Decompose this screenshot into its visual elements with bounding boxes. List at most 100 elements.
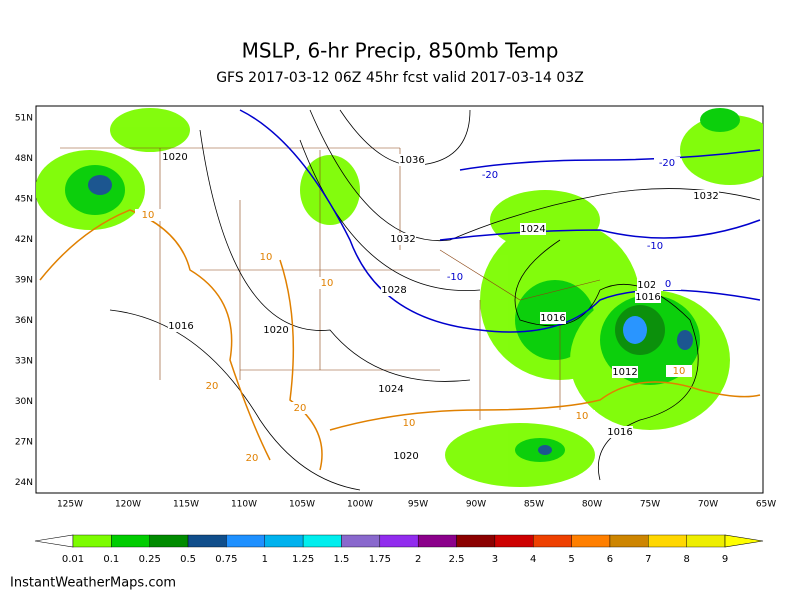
colorbar-label: 8 — [683, 554, 689, 565]
contour-label: -20 — [482, 170, 498, 181]
credit: InstantWeatherMaps.com — [10, 576, 176, 591]
precip — [36, 108, 763, 487]
colorbar-label: 5 — [568, 554, 574, 565]
colorbar-segment — [341, 534, 381, 548]
colorbar-segment — [648, 534, 687, 548]
contour-label: 1028 — [381, 285, 406, 296]
colorbar-segment — [571, 534, 611, 548]
lat-label: 36N — [15, 316, 33, 326]
lon-label: 85W — [524, 500, 544, 510]
contour-label: 1016 — [168, 321, 193, 332]
contour-label: 10 — [673, 366, 686, 377]
lon-label: 125W — [57, 500, 83, 510]
lat-label: 27N — [15, 438, 33, 448]
lon-labels: 125W 120W 115W 110W 105W 100W 95W 90W 85W 80W 75W 7… — [57, 500, 776, 510]
colorbar: 0.01 0.1 0.25 0.5 0.75 1 1.25 1.5 1.75 2 2.5 3 4 5 6 7 8… — [34, 534, 764, 565]
contour-label: 1032 — [693, 191, 718, 202]
contour-label: 20 — [206, 381, 219, 392]
label-bg — [642, 240, 668, 252]
colorbar-end — [34, 534, 74, 548]
contour-label: 10 — [321, 278, 334, 289]
label-bg — [199, 380, 225, 392]
label-bg — [655, 278, 681, 290]
colorbar-segment — [609, 534, 649, 548]
title: MSLP, 6-hr Precip, 850mb Temp — [242, 39, 559, 63]
contour-label: 1012 — [612, 367, 637, 378]
colorbar-segment — [226, 534, 265, 548]
label-bg — [263, 324, 289, 336]
label-bg — [569, 410, 595, 422]
lon-label: 110W — [231, 500, 257, 510]
contour-label: -20 — [659, 158, 675, 169]
contour-label: -10 — [647, 241, 663, 252]
label-bg — [693, 190, 719, 202]
colorbar-segment — [417, 534, 457, 548]
colorbar-label: 6 — [607, 554, 613, 565]
lon-label: 115W — [173, 500, 199, 510]
lat-label: 24N — [15, 478, 33, 488]
contour-label: 1020 — [637, 280, 662, 291]
contour-label: 1020 — [162, 152, 187, 163]
colorbar-label: 7 — [645, 554, 651, 565]
lon-label: 90W — [466, 500, 486, 510]
label-bg — [168, 320, 194, 332]
contour-label: 1024 — [520, 224, 545, 235]
lat-label: 51N — [15, 114, 33, 124]
label-bg — [612, 366, 638, 378]
colorbar-label: 4 — [530, 554, 536, 565]
colorbar-label: 1.5 — [334, 554, 350, 565]
label-bg — [635, 291, 661, 303]
colorbar-label: 0.01 — [62, 554, 84, 565]
colorbar-end — [724, 534, 764, 548]
colorbar-segment — [187, 534, 227, 548]
lon-label: 100W — [347, 500, 373, 510]
label-bg — [253, 251, 279, 263]
contour-label: 1024 — [378, 384, 403, 395]
borders — [60, 147, 601, 420]
lat-label: 48N — [15, 154, 33, 164]
lon-label: 80W — [582, 500, 602, 510]
lat-label: 39N — [15, 276, 33, 286]
colorbar-segment — [111, 534, 150, 548]
contour-label: 10 — [260, 252, 273, 263]
lon-label: 105W — [289, 500, 315, 510]
label-bg — [381, 284, 407, 296]
label-bg — [607, 426, 633, 438]
contour-label: 1020 — [263, 325, 288, 336]
colorbar-label: 1.25 — [292, 554, 314, 565]
colorbar-label: 9 — [722, 554, 728, 565]
label-bg — [520, 223, 546, 235]
lat-label: 45N — [15, 195, 33, 205]
colorbar-segment — [302, 534, 342, 548]
label-bg — [135, 209, 161, 221]
colorbar-segment — [379, 534, 419, 548]
colorbar-segment — [264, 534, 304, 548]
label-bg — [399, 154, 425, 166]
colorbar-segment — [533, 534, 572, 548]
label-bg — [390, 233, 416, 245]
contour-label: 10 — [142, 210, 155, 221]
label-bg — [239, 452, 265, 464]
label-bg — [393, 450, 419, 462]
colorbar-label: 1.75 — [369, 554, 391, 565]
lat-label: 33N — [15, 357, 33, 367]
lon-label: 95W — [408, 500, 428, 510]
lat-label: 42N — [15, 235, 33, 245]
label-bg — [666, 365, 692, 377]
colorbar-label: 3 — [492, 554, 498, 565]
contour-label: -10 — [447, 272, 463, 283]
colorbar-segment — [686, 534, 726, 548]
lon-label: 70W — [698, 500, 718, 510]
label-bg — [287, 402, 313, 414]
colorbar-label: 2.5 — [449, 554, 465, 565]
contour-label: 20 — [246, 453, 259, 464]
colorbar-label: 0.75 — [215, 554, 237, 565]
colorbar-label: 2 — [415, 554, 421, 565]
colorbar-segment — [149, 534, 189, 548]
label-bg — [477, 169, 503, 181]
colorbar-label: 1 — [262, 554, 268, 565]
label-bg — [396, 417, 422, 429]
